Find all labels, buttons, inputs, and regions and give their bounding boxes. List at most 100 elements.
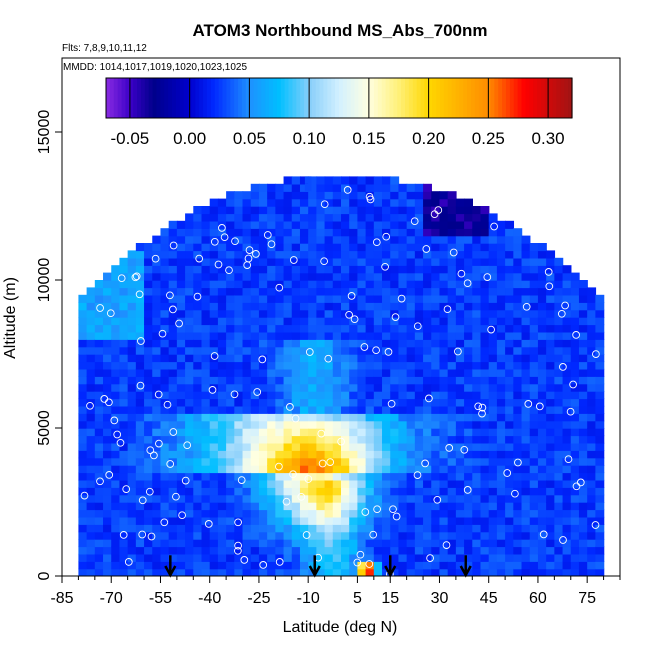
heatmap-cell	[431, 339, 441, 348]
heatmap-cell	[226, 272, 236, 281]
heatmap-cell	[349, 368, 359, 377]
heatmap-cell	[480, 524, 490, 533]
heatmap-cell	[472, 457, 482, 466]
heatmap-cell	[513, 524, 523, 533]
colorbar-segment	[521, 78, 526, 118]
heatmap-cell	[283, 302, 293, 311]
heatmap-cell	[521, 509, 531, 518]
heatmap-cell	[144, 561, 153, 570]
heatmap-cell	[562, 420, 572, 429]
heatmap-cell	[217, 398, 227, 407]
heatmap-cell	[176, 531, 186, 540]
heatmap-cell	[382, 561, 391, 570]
heatmap-cell	[357, 420, 367, 429]
heatmap-cell	[291, 368, 301, 377]
heatmap-cell	[111, 553, 121, 562]
heatmap-cell	[546, 487, 556, 496]
heatmap-cell	[267, 257, 277, 266]
observation-point	[544, 268, 553, 276]
heatmap-cell	[234, 383, 244, 392]
heatmap-cell	[324, 494, 334, 503]
heatmap-cell	[357, 280, 367, 289]
heatmap-cell	[496, 339, 506, 348]
heatmap-cell	[258, 294, 268, 303]
heatmap-cell	[258, 235, 268, 244]
heatmap-cell	[488, 265, 498, 274]
heatmap-cell	[135, 479, 145, 488]
heatmap-cell	[365, 213, 375, 222]
heatmap-cell	[488, 235, 498, 244]
heatmap-cell	[291, 531, 301, 540]
heatmap-cell	[447, 398, 457, 407]
heatmap-cell	[447, 465, 457, 474]
observation-point	[117, 274, 126, 283]
heatmap-cell	[316, 243, 326, 252]
heatmap-cell	[185, 516, 194, 525]
heatmap-cell	[341, 420, 350, 429]
heatmap-cell	[390, 561, 400, 570]
heatmap-cell	[250, 294, 260, 303]
heatmap-cell	[447, 272, 457, 281]
heatmap-cell	[160, 346, 170, 355]
heatmap-cell	[447, 198, 457, 207]
colorbar-segment	[564, 78, 569, 118]
heatmap-cell	[152, 309, 162, 318]
heatmap-cell	[562, 524, 572, 533]
heatmap-cell	[299, 553, 309, 562]
heatmap-cell	[111, 391, 121, 400]
heatmap-cell	[554, 376, 564, 385]
heatmap-cell	[496, 309, 506, 318]
heatmap-cell	[291, 435, 301, 444]
heatmap-cell	[283, 539, 293, 548]
colorbar-segment	[474, 78, 480, 118]
heatmap-cell	[299, 405, 309, 414]
heatmap-cell	[176, 280, 186, 289]
heatmap-cell	[373, 257, 383, 266]
heatmap-cell	[390, 553, 400, 562]
heatmap-cell	[267, 280, 277, 289]
heatmap-cell	[234, 361, 244, 370]
heatmap-cell	[382, 383, 391, 392]
observation-point	[106, 309, 115, 318]
heatmap-cell	[152, 368, 162, 377]
heatmap-cell	[234, 368, 244, 377]
heatmap-cell	[217, 198, 227, 207]
heatmap-cell	[94, 331, 104, 340]
heatmap-cell	[111, 361, 121, 370]
heatmap-cell	[373, 331, 383, 340]
heatmap-cell	[464, 391, 473, 400]
heatmap-cell	[488, 465, 498, 474]
heatmap-cell	[357, 272, 367, 281]
heatmap-cell	[111, 465, 121, 474]
heatmap-cell	[341, 502, 350, 511]
heatmap-cell	[291, 324, 301, 333]
heatmap-cell	[127, 368, 137, 377]
heatmap-cell	[324, 368, 334, 377]
heatmap-cell	[546, 420, 556, 429]
heatmap-cell	[431, 428, 441, 437]
heatmap-cell	[423, 487, 432, 496]
observation-point	[356, 550, 365, 559]
x-tick-label: -85	[50, 590, 73, 607]
heatmap-cell	[332, 428, 342, 437]
heatmap-cell	[242, 509, 252, 518]
heatmap-cell	[464, 324, 473, 333]
heatmap-cell	[341, 472, 350, 481]
heatmap-cell	[464, 317, 473, 326]
heatmap-cell	[291, 465, 301, 474]
heatmap-cell	[135, 487, 145, 496]
colorbar-segment	[323, 78, 328, 118]
heatmap-cell	[406, 487, 416, 496]
colorbar-segment	[428, 78, 433, 118]
heatmap-cell	[398, 309, 408, 318]
heatmap-cell	[431, 539, 441, 548]
heatmap-cell	[332, 287, 342, 296]
heatmap-cell	[570, 516, 580, 525]
heatmap-cell	[439, 265, 449, 274]
colorbar-segment	[346, 78, 352, 118]
heatmap-cell	[529, 479, 539, 488]
heatmap-cell	[250, 494, 260, 503]
heatmap-cell	[234, 428, 244, 437]
heatmap-cell	[357, 568, 367, 576]
heatmap-cell	[291, 546, 301, 555]
